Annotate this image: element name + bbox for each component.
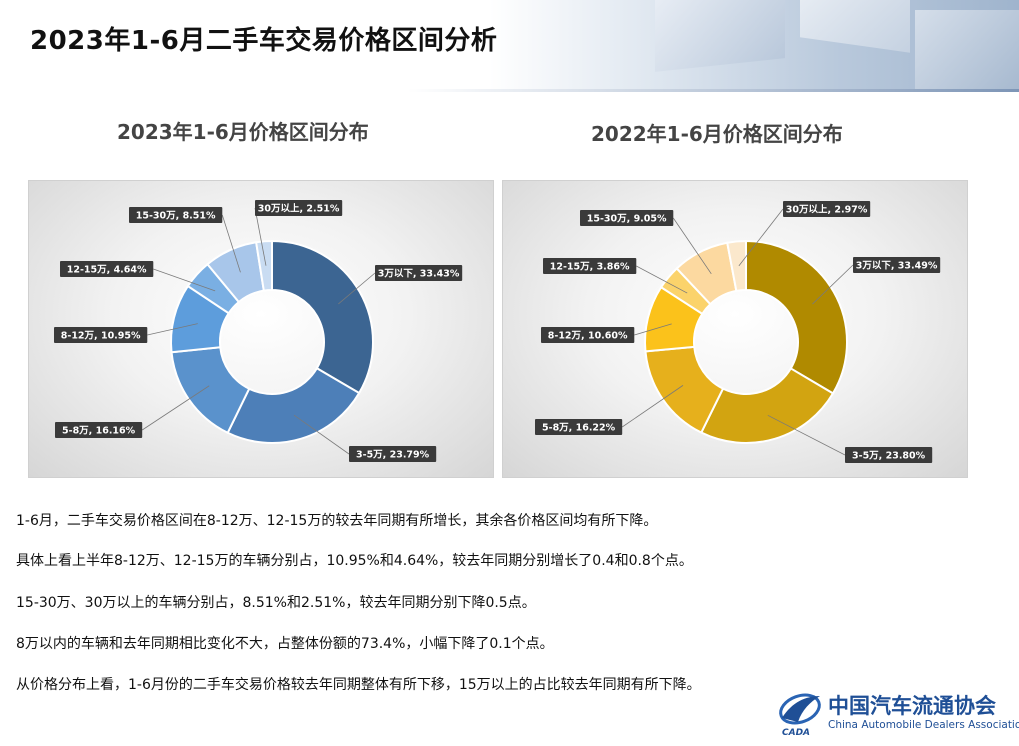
data-label-box [60,261,154,277]
data-label-box [845,447,933,463]
donut-slice-30万以上 [726,239,747,293]
analysis-paragraph: 8万以内的车辆和去年同期相比变化不大，占整体份额的73.4%，小幅下降了0.1个… [16,636,554,652]
leader-line [738,208,784,267]
data-label: 8-12万, 10.95% [61,331,141,342]
leader-line [147,323,198,336]
data-label-box [783,201,871,217]
leader-line [254,207,267,266]
donut-slice-3-5万 [699,367,835,444]
data-label: 30万以上, 2.97% [786,204,868,216]
data-label-box [255,200,343,216]
leader-line [634,323,672,336]
donut-slice-3万以下 [271,239,374,395]
cada-logo-icon: CADA [779,693,821,738]
data-label-box [580,210,674,226]
donut-slice-3-5万 [226,366,361,444]
leader-line [812,264,854,305]
data-label: 15-30万, 9.05% [587,214,667,225]
data-label: 3-5万, 23.79% [356,450,430,461]
data-label: 3-5万, 23.80% [852,451,926,462]
logo-mark: CADA [782,728,810,738]
donut-svg-2023: 3万以下, 33.43% 3-5万, 23.79% 5-8万, 16.16% 8-12… [54,200,463,462]
data-label-box [375,265,463,281]
chart-title-2022: 2022年1-6月价格区间分布 [591,122,843,146]
leader-line [141,385,210,431]
data-label: 5-8万, 16.16% [62,426,136,437]
analysis-paragraph: 1-6月，二手车交易价格区间在8-12万、12-15万的较去年同期有所增长，其余… [16,513,658,529]
leader-line [338,272,376,305]
page-title: 2023年1-6月二手车交易价格区间分析 [30,26,498,56]
data-label: 12-15万, 4.64% [67,265,147,276]
logo-english-name: China Automobile Dealers Association [828,719,1019,731]
header-rule [0,89,1019,92]
donut-chart-2023: 3万以下, 33.43% 3-5万, 23.79% 5-8万, 16.16% 8-12… [28,180,494,478]
logo-chinese-name: 中国汽车流通协会 [828,693,996,718]
header-banner [0,0,1019,92]
data-label-box [129,207,223,223]
analysis-paragraph: 15-30万、30万以上的车辆分别占，8.51%和2.51%，较去年同期分别下降… [16,595,536,611]
data-label-box [543,258,637,274]
leader-line [221,214,241,273]
donut-slice-3万以下 [745,239,848,395]
data-label-box [541,327,635,343]
leader-line [293,414,350,455]
analysis-paragraph: 具体上看上半年8-12万、12-15万的车辆分别占，10.95%和4.64%，较… [16,553,693,569]
leader-line [153,268,216,292]
decor-cube [915,10,1019,90]
data-label: 12-15万, 3.86% [550,262,630,273]
analysis-paragraph: 从价格分布上看，1-6月份的二手车交易价格较去年同期整体有所下移，15万以上的占… [16,677,701,693]
data-label-box [54,327,148,343]
data-label: 5-8万, 16.22% [542,423,616,434]
leader-line [767,414,846,456]
chart-title-2023: 2023年1-6月价格区间分布 [117,120,369,144]
decor-cube [800,0,910,53]
data-label-box [349,446,437,462]
leader-line [636,265,688,294]
decor-cube [655,0,785,72]
data-label: 30万以上, 2.51% [258,203,340,215]
data-label: 3万以下, 33.49% [856,261,938,272]
data-label: 8-12万, 10.60% [548,331,628,342]
data-label: 15-30万, 8.51% [136,211,216,222]
donut-svg-2022: 3万以下, 33.49% 3-5万, 23.80% 5-8万, 16.22% 8-12… [535,201,941,463]
leader-line [672,217,712,275]
data-label: 3万以下, 33.43% [378,269,460,280]
donut-chart-2022: 3万以下, 33.49% 3-5万, 23.80% 5-8万, 16.22% 8-12… [502,180,968,478]
data-label-box [55,422,143,438]
data-label-box [853,257,941,273]
leader-line [621,385,684,428]
association-logo: CADA 中国汽车流通协会 China Automobile Dealers A… [776,688,1019,738]
data-label-box [535,419,623,435]
